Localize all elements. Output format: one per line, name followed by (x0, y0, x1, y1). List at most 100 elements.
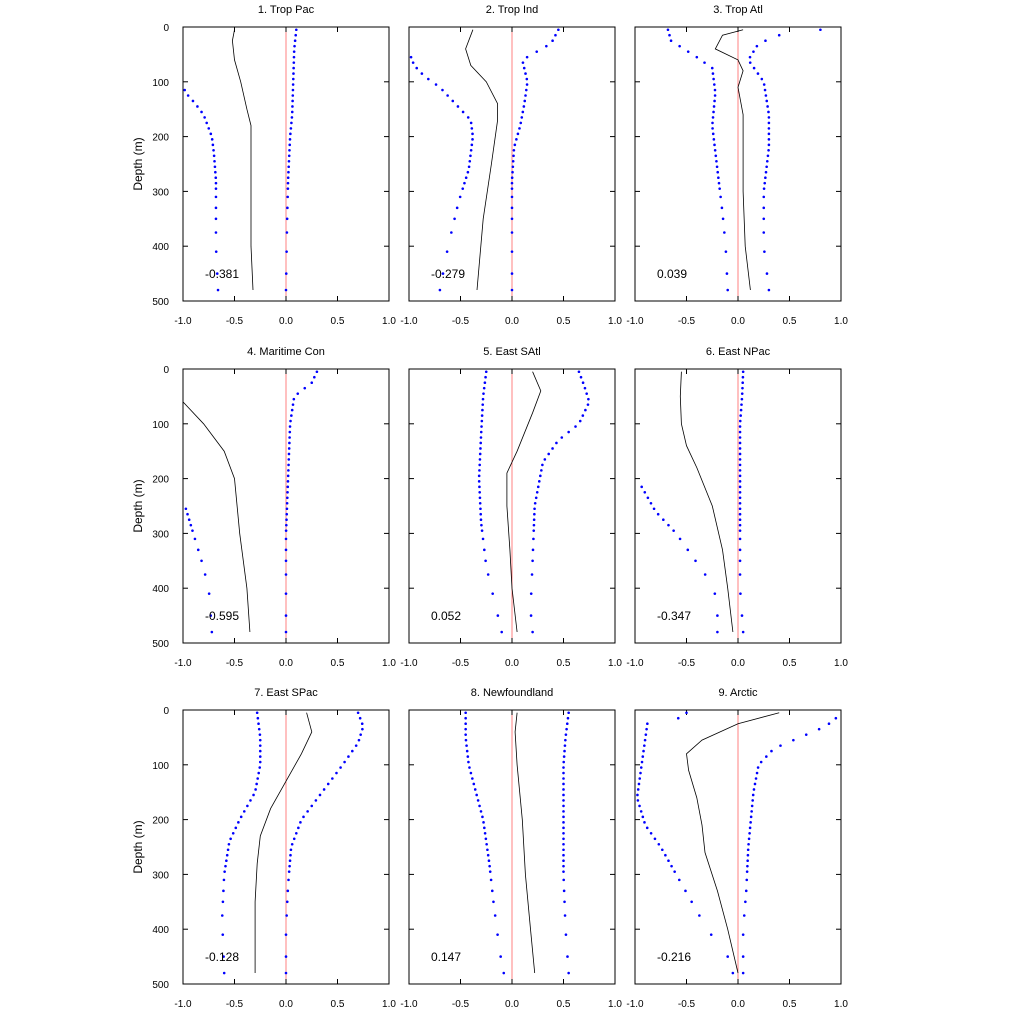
panel-8-value-label: 0.147 (431, 950, 461, 964)
panel-1-upper-bound-point (292, 55, 296, 59)
panel-7-upper-bound-point (339, 766, 342, 769)
panel-4-upper-bound-point (284, 537, 288, 541)
panel-8-upper-bound-point (562, 760, 566, 764)
panel-1-upper-bound-point (291, 83, 295, 86)
panel-9-lower-bound-point (642, 749, 645, 753)
panel-1-lower-bound-point (211, 143, 215, 147)
panel-5-lower-bound-point (478, 469, 481, 472)
panel-5-upper-bound-point (583, 386, 587, 390)
panel-6-upper-bound-point (740, 403, 743, 406)
panel-4-upper-bound-point (287, 463, 290, 467)
panel-7-upper-bound-point (290, 842, 294, 846)
panel-3-xtick-label: 1.0 (834, 316, 848, 327)
panel-3-upper-bound-point (767, 116, 771, 119)
panel-8-upper-bound-point (562, 842, 565, 846)
panel-3-upper-bound-point (766, 154, 770, 158)
panel-5-lower-bound-point (478, 501, 482, 505)
panel-3-upper-bound-point (767, 288, 771, 292)
panel-8-lower-bound-point (475, 793, 478, 797)
panel-5-lower-bound-point (481, 408, 484, 412)
panel-2-upper-bound-point (524, 94, 527, 97)
panel-6-upper-bound-point (741, 375, 745, 379)
panel-4-upper-bound-point (290, 408, 294, 412)
panel-7-ytick-label: 400 (152, 925, 169, 936)
panel-9-upper-bound-point (747, 842, 750, 846)
panel-3-upper-bound-point (765, 159, 769, 163)
panel-7-upper-bound-point (284, 971, 288, 975)
panel-9-lower-bound-point (646, 722, 649, 725)
panel-1-upper-bound-point (286, 181, 290, 185)
panel-1-upper-bound-point (288, 138, 292, 141)
panel-5-upper-bound-point (533, 501, 537, 505)
panel-4-ytick-label: 500 (152, 639, 169, 650)
panel-2-lower-bound-point (466, 170, 470, 174)
panel-3-upper-bound-point (763, 181, 767, 185)
panel-9-lower-bound-point (726, 955, 729, 958)
panel-1-upper-bound-point (291, 99, 294, 103)
panel-7-lower-bound-point (256, 716, 260, 720)
panel-2-lower-bound-point (434, 83, 438, 86)
panel-1-xtick-label: 0.0 (279, 316, 293, 327)
panel-1-lower-bound-point (212, 154, 216, 158)
panel-1-value-label: -0.381 (205, 267, 239, 281)
panel-1-lower-bound-point (205, 121, 208, 125)
panel-2-lower-bound-point (469, 149, 473, 152)
panel-9-lower-bound-point (649, 832, 653, 835)
panel-9-upper-bound-point (741, 971, 745, 975)
panel-7-upper-bound-point (343, 760, 346, 764)
panel-1-upper-bound-point (289, 132, 292, 136)
panel-2-lower-bound-point (453, 217, 456, 221)
panel-2-upper-bound-point (511, 159, 515, 163)
panel-8-lower-bound-point (468, 766, 471, 769)
panel-3-lower-bound-point (710, 66, 714, 70)
panel-3-lower-bound-point (714, 154, 718, 158)
panel-7-lower-bound-point (257, 771, 261, 775)
panel-9-upper-bound-point (749, 821, 752, 824)
panel-8-lower-bound-point (490, 889, 494, 893)
panel-6-xtick-label: 1.0 (834, 658, 848, 669)
panel-4-xtick-label: -0.5 (226, 658, 244, 669)
panel-7-lower-bound-point (258, 755, 262, 758)
panel-1-lower-bound-point (200, 110, 203, 114)
panel-8-upper-bound-point (562, 793, 565, 797)
panel-5-upper-bound-point (581, 381, 585, 385)
panel-3-lower-bound-point (720, 206, 724, 210)
panel-3-xtick-label: 0.0 (731, 316, 745, 327)
panel-9-lower-bound-point (636, 788, 640, 791)
panel-6-lower-bound-point (649, 501, 653, 505)
panel-3-lower-bound-point (686, 50, 690, 53)
panel-9-upper-bound-point (750, 804, 754, 808)
panel-9-upper-bound-point (741, 933, 745, 936)
panel-8-upper-bound-point (562, 810, 565, 813)
panel-3-upper-bound-point (748, 61, 752, 64)
panel-7-upper-bound-point (361, 727, 364, 731)
panel-5-lower-bound-point (479, 430, 483, 434)
panel-4-lower-bound-point (207, 592, 211, 595)
panel-6-lower-bound-point (667, 523, 670, 527)
panel-5-upper-bound-point (541, 463, 544, 467)
panel-2-lower-bound-point (467, 165, 471, 169)
panel-4-lower-bound-point (196, 548, 200, 552)
panel-9-upper-bound-point (741, 955, 745, 958)
panel-7-lower-bound-point (224, 864, 227, 868)
panel-9-upper-bound-point (749, 815, 753, 819)
panel-7-xtick-label: 0.0 (279, 999, 293, 1010)
panel-7-upper-bound-point (314, 799, 318, 802)
panel-1-upper-bound-point (293, 44, 296, 48)
panel-7-lower-bound-point (242, 810, 246, 813)
panel-7-upper-bound-point (285, 914, 288, 917)
panel-6-xtick-label: -1.0 (626, 658, 644, 669)
panel-7-correlation-line (254, 712, 313, 973)
panel-4-upper-bound-point (284, 614, 288, 617)
panel-8-lower-bound-point (492, 900, 495, 904)
panel-6-lower-bound-point (672, 529, 675, 532)
panel-7-lower-bound-point (258, 733, 262, 736)
panel-4-xtick-label: 0.5 (331, 658, 345, 669)
panel-6-upper-bound-point (738, 474, 742, 478)
panel-8-lower-bound-point (464, 716, 467, 720)
panel-8-upper-bound-point (562, 815, 565, 819)
panel-3-lower-bound-point (715, 159, 718, 163)
panel-7-upper-bound-point (357, 738, 361, 742)
panel-6-upper-bound-point (740, 392, 744, 395)
panel-6-upper-bound-point (741, 386, 744, 390)
